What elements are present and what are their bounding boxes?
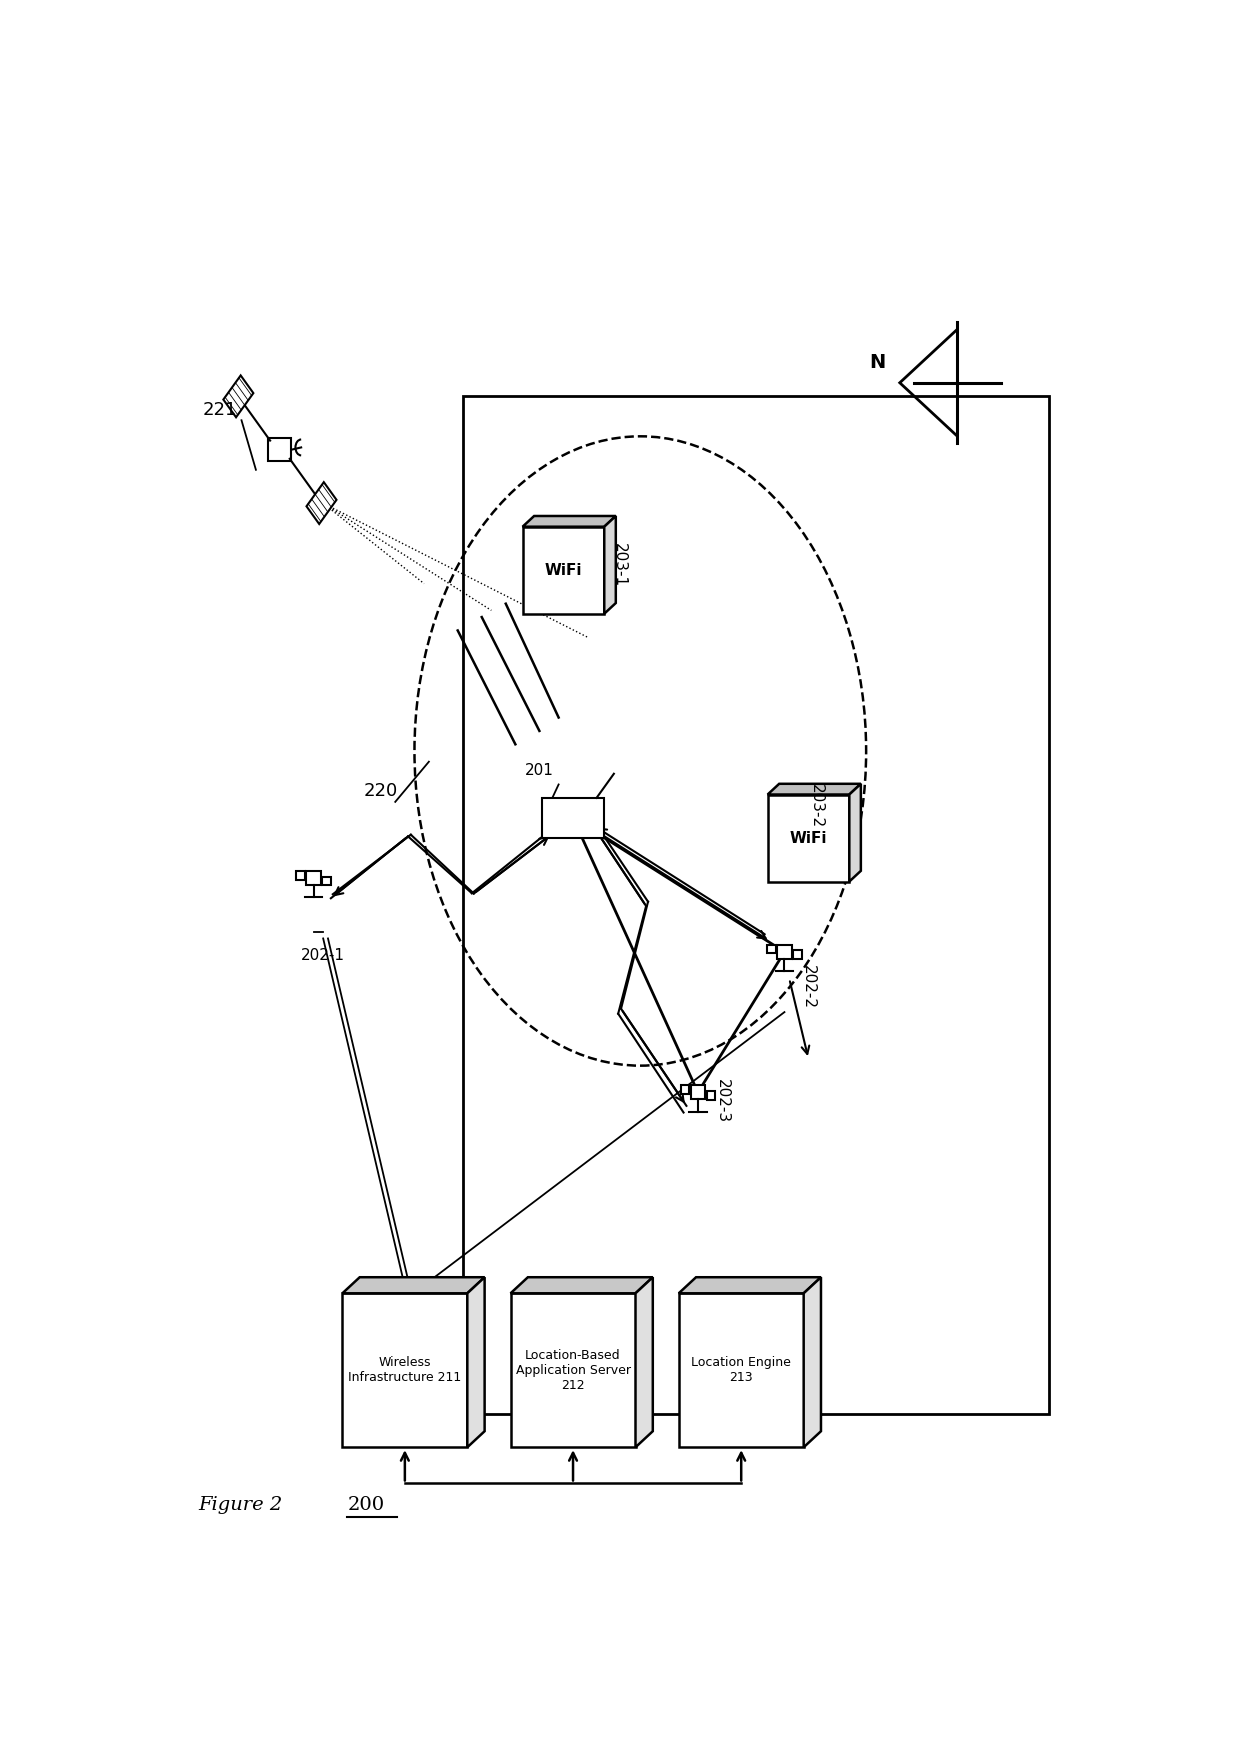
Text: Location-Based
Application Server
212: Location-Based Application Server 212 (516, 1349, 630, 1391)
Polygon shape (522, 527, 604, 614)
Text: WiFi: WiFi (790, 831, 827, 845)
Text: 201: 201 (525, 763, 554, 777)
Text: 203-1: 203-1 (611, 543, 626, 588)
Text: Figure 2: Figure 2 (198, 1496, 283, 1515)
Text: 202-3: 202-3 (714, 1078, 729, 1123)
Polygon shape (794, 949, 802, 960)
Polygon shape (522, 516, 616, 527)
Polygon shape (604, 516, 616, 614)
Polygon shape (511, 1294, 635, 1447)
Polygon shape (777, 944, 791, 958)
Polygon shape (849, 784, 861, 882)
Polygon shape (707, 1090, 715, 1099)
Polygon shape (269, 438, 291, 461)
Polygon shape (467, 1276, 485, 1447)
Text: Wireless
Infrastructure 211: Wireless Infrastructure 211 (348, 1356, 461, 1384)
Text: N: N (869, 353, 885, 372)
Text: 220: 220 (363, 783, 398, 800)
Polygon shape (691, 1085, 706, 1099)
Polygon shape (542, 798, 604, 838)
Text: WiFi: WiFi (544, 563, 582, 577)
Polygon shape (681, 1085, 689, 1094)
Text: 203-2: 203-2 (808, 784, 823, 828)
Polygon shape (342, 1294, 467, 1447)
Text: 200: 200 (347, 1496, 384, 1515)
Polygon shape (322, 876, 331, 885)
Polygon shape (635, 1276, 652, 1447)
Polygon shape (342, 1276, 485, 1294)
Polygon shape (306, 482, 336, 523)
Polygon shape (768, 944, 776, 953)
Polygon shape (306, 871, 321, 885)
Text: 202-2: 202-2 (801, 965, 816, 1009)
Polygon shape (804, 1276, 821, 1447)
Polygon shape (678, 1276, 821, 1294)
Polygon shape (678, 1294, 804, 1447)
Polygon shape (768, 795, 849, 882)
Text: 202-1: 202-1 (301, 948, 345, 963)
Polygon shape (768, 784, 861, 795)
Polygon shape (296, 871, 305, 880)
Polygon shape (511, 1276, 652, 1294)
Text: Location Engine
213: Location Engine 213 (691, 1356, 791, 1384)
Text: 221: 221 (202, 400, 237, 419)
Polygon shape (223, 376, 253, 417)
